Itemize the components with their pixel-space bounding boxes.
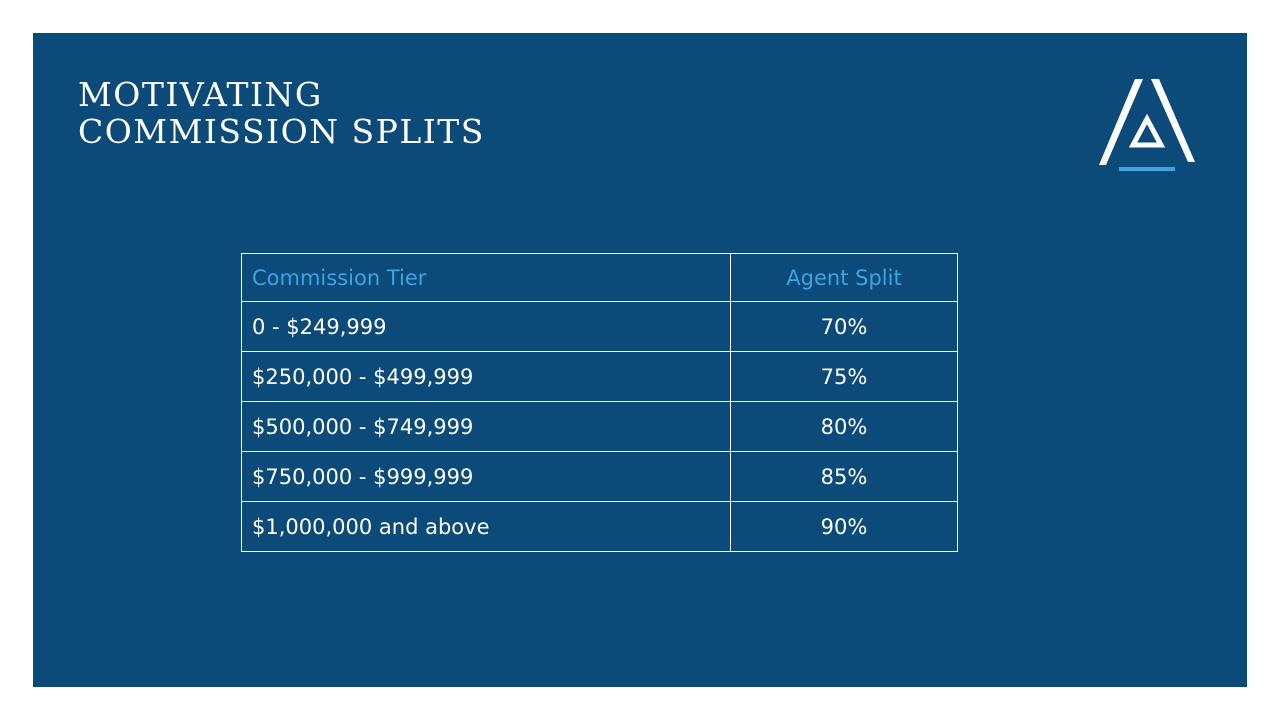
header-agent-split: Agent Split	[730, 253, 958, 302]
commission-table-container: Commission Tier Agent Split 0 - $249,999…	[241, 253, 958, 552]
table-row: $1,000,000 and above 90%	[241, 501, 958, 552]
title-line-1: MOTIVATING	[78, 75, 323, 114]
header-commission-tier: Commission Tier	[241, 253, 731, 302]
table-row: 0 - $249,999 70%	[241, 301, 958, 352]
tier-cell: $250,000 - $499,999	[241, 351, 731, 402]
triangle-a-logo-icon	[1099, 79, 1195, 171]
tier-cell: $500,000 - $749,999	[241, 401, 731, 452]
tier-cell: $1,000,000 and above	[241, 501, 731, 552]
tier-cell: 0 - $249,999	[241, 301, 731, 352]
split-cell: 90%	[730, 501, 958, 552]
split-cell: 75%	[730, 351, 958, 402]
table-row: $750,000 - $999,999 85%	[241, 451, 958, 502]
commission-table: Commission Tier Agent Split 0 - $249,999…	[241, 253, 958, 552]
tier-cell: $750,000 - $999,999	[241, 451, 731, 502]
slide: MOTIVATING COMMISSION SPLITS Commission …	[33, 33, 1247, 687]
split-cell: 70%	[730, 301, 958, 352]
split-cell: 80%	[730, 401, 958, 452]
slide-title: MOTIVATING COMMISSION SPLITS	[78, 76, 485, 150]
split-cell: 85%	[730, 451, 958, 502]
table-row: $250,000 - $499,999 75%	[241, 351, 958, 402]
table-row: $500,000 - $749,999 80%	[241, 401, 958, 452]
title-line-2: COMMISSION SPLITS	[78, 112, 485, 151]
table-header-row: Commission Tier Agent Split	[241, 253, 958, 302]
